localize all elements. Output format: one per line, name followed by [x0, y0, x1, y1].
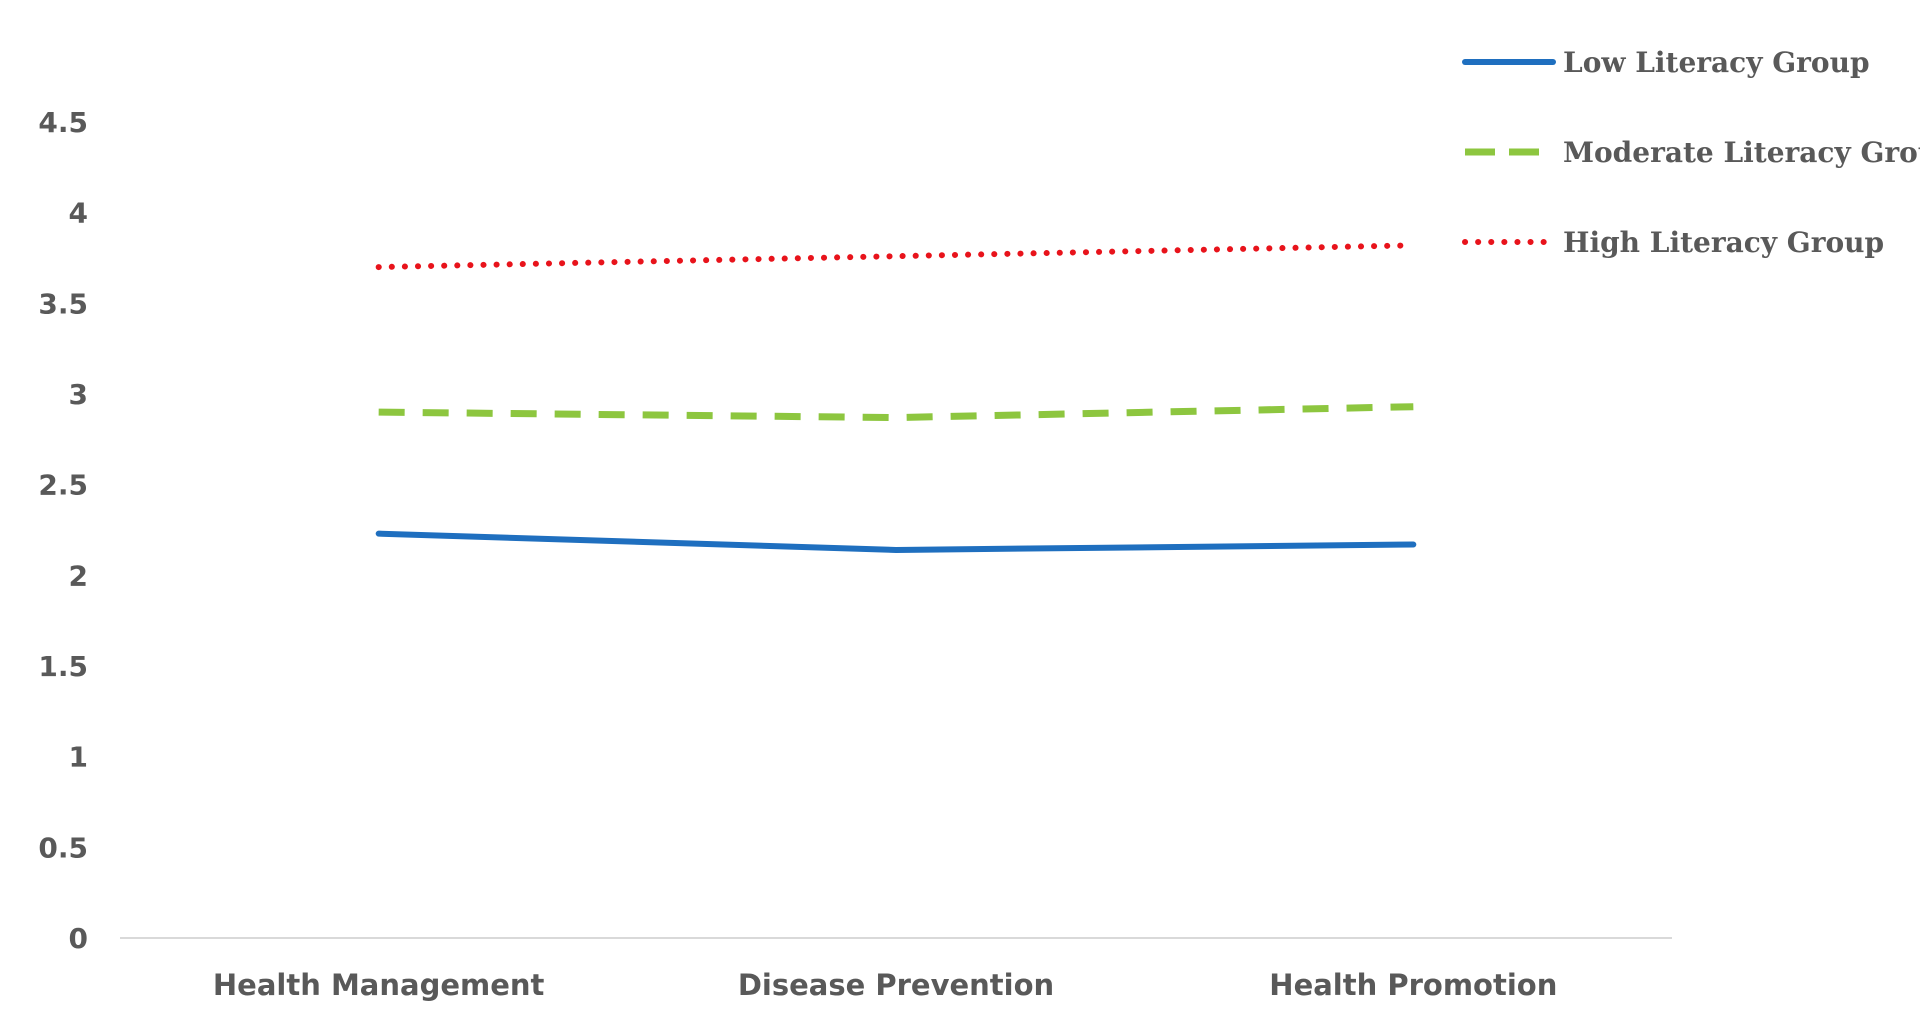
y-tick-label: 3 — [69, 378, 88, 411]
y-tick-label: 2.5 — [38, 469, 88, 502]
y-tick-label: 1 — [69, 741, 88, 774]
y-tick-label: 3.5 — [38, 287, 88, 320]
series-line-1 — [375, 530, 1417, 553]
y-tick-label: 0.5 — [38, 831, 88, 864]
legend: Low Literacy Group Moderate Literacy Grou… — [1462, 46, 1920, 259]
series-line-2 — [378, 403, 1414, 422]
x-axis-ticks: Health Management Disease Prevention Healt… — [213, 968, 1557, 1002]
legend-label: Low Literacy Group — [1563, 46, 1870, 79]
y-tick-label: 0 — [69, 922, 88, 955]
legend-label: Moderate Literacy Group — [1563, 136, 1920, 169]
x-tick-label: Health Promotion — [1269, 968, 1557, 1002]
y-axis-ticks: 0 0.5 1 1.5 2 2.5 3 3.5 4 4.5 — [38, 106, 88, 955]
legend-label: High Literacy Group — [1563, 226, 1884, 259]
y-tick-label: 4 — [69, 197, 88, 230]
series-line-3 — [375, 242, 1417, 271]
x-tick-label: Health Management — [213, 968, 545, 1002]
x-tick-label: Disease Prevention — [738, 968, 1054, 1002]
y-tick-label: 4.5 — [38, 106, 88, 139]
y-tick-label: 2 — [69, 559, 88, 592]
y-tick-label: 1.5 — [38, 650, 88, 683]
series-lines — [375, 242, 1417, 553]
